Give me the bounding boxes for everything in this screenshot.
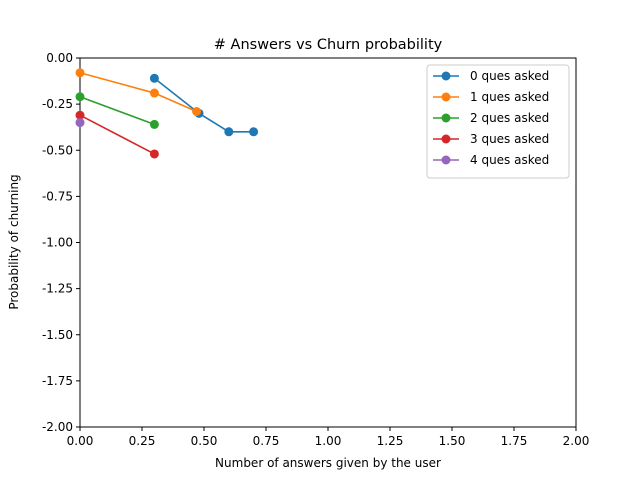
data-point: [75, 92, 85, 102]
y-tick-label: -1.75: [42, 374, 73, 388]
series-2: [75, 92, 159, 129]
legend-marker: [441, 92, 451, 102]
y-tick-label: -0.25: [42, 97, 73, 111]
data-point: [149, 119, 159, 129]
data-point: [249, 127, 259, 137]
x-tick-label: 1.75: [501, 434, 528, 448]
legend-marker: [441, 134, 451, 144]
legend-label: 1 ques asked: [470, 90, 549, 104]
y-tick-label: -0.50: [42, 143, 73, 157]
series-3: [75, 110, 159, 159]
data-point: [149, 73, 159, 83]
y-tick-label: -1.00: [42, 236, 73, 250]
y-axis-ticks: 0.00 -0.25 -0.50 -0.75 -1.00 -1.25 -1.50 -1.75 -…: [42, 51, 80, 434]
series-1: [75, 68, 202, 117]
data-point: [75, 118, 85, 128]
data-point: [75, 110, 85, 120]
data-point: [224, 127, 234, 137]
series-4: [75, 118, 85, 128]
legend-marker: [441, 113, 451, 123]
x-tick-label: 0.75: [253, 434, 280, 448]
legend-label: 4 ques asked: [470, 153, 549, 167]
legend-marker: [441, 71, 451, 81]
chart-title: # Answers vs Churn probability: [214, 37, 443, 53]
y-axis-label: Probability of churning: [7, 174, 21, 309]
legend: 0 ques asked 1 ques asked 2 ques asked 3 qu…: [426, 64, 570, 179]
legend-marker: [441, 155, 451, 165]
series-line: [153, 77, 254, 133]
x-tick-label: 2.00: [563, 434, 590, 448]
legend-item: 2 ques asked: [433, 111, 549, 125]
legend-item: 1 ques asked: [433, 90, 549, 104]
x-tick-label: 0.25: [129, 434, 156, 448]
series-line: [79, 114, 155, 155]
y-tick-label: -1.50: [42, 328, 73, 342]
x-axis-label: Number of answers given by the user: [215, 456, 441, 470]
data-point: [149, 149, 159, 159]
legend-label: 3 ques asked: [470, 132, 549, 146]
data-point: [75, 68, 85, 78]
data-point: [149, 88, 159, 98]
x-tick-label: 0.50: [191, 434, 218, 448]
series-line: [79, 95, 155, 126]
x-tick-label: 0.00: [67, 434, 94, 448]
y-tick-label: -2.00: [42, 420, 73, 434]
y-tick-label: 0.00: [46, 51, 73, 65]
data-point: [192, 107, 202, 117]
legend-item: 0 ques asked: [433, 69, 549, 83]
x-tick-label: 1.00: [315, 434, 342, 448]
x-axis-ticks: 0.00 0.25 0.50 0.75 1.00 1.25 1.50 1.75 2.00: [67, 427, 590, 448]
y-tick-label: -1.25: [42, 282, 73, 296]
legend-item: 4 ques asked: [433, 153, 549, 167]
legend-label: 0 ques asked: [470, 69, 549, 83]
legend-item: 3 ques asked: [433, 132, 549, 146]
x-tick-label: 1.50: [439, 434, 466, 448]
series-layer: [75, 68, 259, 159]
y-tick-label: -0.75: [42, 189, 73, 203]
legend-box: [426, 64, 570, 179]
x-tick-label: 1.25: [377, 434, 404, 448]
legend-label: 2 ques asked: [470, 111, 549, 125]
